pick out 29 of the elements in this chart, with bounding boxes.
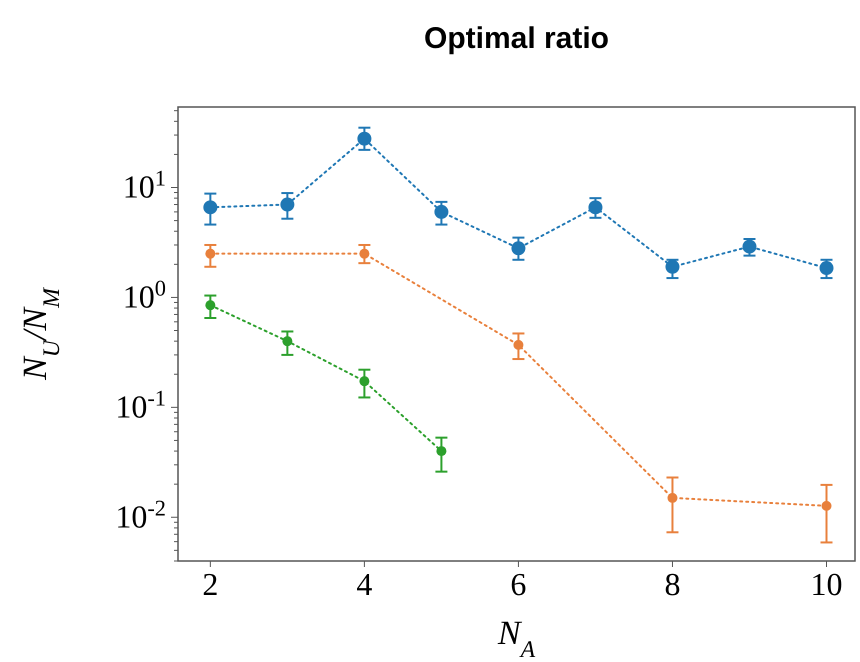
y-tick-label: 10$^{-1}$ bbox=[115, 384, 166, 424]
point bbox=[588, 200, 602, 214]
point bbox=[822, 500, 832, 511]
point bbox=[820, 261, 834, 276]
point bbox=[205, 300, 216, 310]
x-tick-label: 2 bbox=[202, 566, 218, 602]
point bbox=[434, 204, 448, 219]
point bbox=[513, 340, 524, 350]
point bbox=[511, 241, 526, 256]
point bbox=[357, 132, 372, 146]
x-axis-title: N$_{A}$ bbox=[496, 615, 536, 662]
point bbox=[742, 240, 756, 254]
point bbox=[436, 446, 446, 456]
point bbox=[203, 200, 218, 214]
x-tick-label: 6 bbox=[510, 566, 526, 602]
chart-title: Optimal ratio bbox=[424, 22, 610, 55]
x-tick-label: 4 bbox=[356, 566, 372, 602]
point bbox=[280, 198, 294, 212]
x-tick-label: 10 bbox=[810, 566, 843, 602]
y-tick-label: 10$^{0}$ bbox=[122, 274, 166, 314]
point bbox=[359, 376, 370, 386]
y-tick-label: 10$^{1}$ bbox=[122, 165, 166, 205]
y-tick-label: 10$^{-2}$ bbox=[115, 494, 166, 534]
point bbox=[359, 248, 370, 259]
point bbox=[205, 248, 216, 259]
x-tick-label: 8 bbox=[664, 566, 680, 602]
point bbox=[282, 336, 292, 346]
point bbox=[665, 260, 680, 274]
point bbox=[667, 492, 678, 503]
